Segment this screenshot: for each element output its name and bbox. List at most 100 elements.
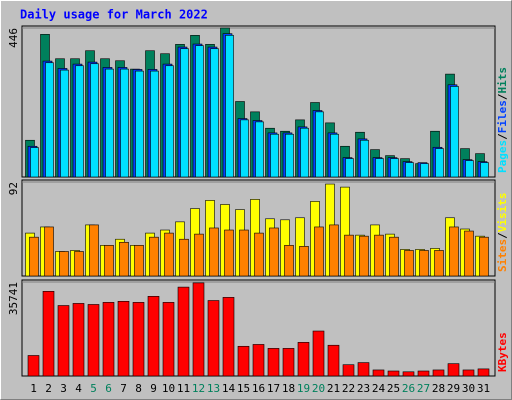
x-tick-label: 20 <box>312 382 325 395</box>
bar <box>165 65 174 178</box>
x-tick-label: 25 <box>387 382 400 395</box>
bar <box>162 302 175 377</box>
x-tick-label: 27 <box>417 382 430 395</box>
x-tick-label: 18 <box>282 382 295 395</box>
bar <box>299 246 309 277</box>
bar <box>417 370 430 377</box>
bar <box>180 48 189 178</box>
x-tick-label: 6 <box>105 382 112 395</box>
bar <box>74 251 84 277</box>
bar <box>420 163 429 178</box>
chart-title: Daily usage for March 2022 <box>20 8 208 22</box>
y-tick-label: 35741 <box>7 282 20 315</box>
x-tick-label: 3 <box>60 382 67 395</box>
legend-separator: / <box>496 93 509 100</box>
bar <box>390 158 399 178</box>
legend: KBytes <box>496 332 509 372</box>
bar <box>464 230 474 277</box>
bar <box>269 227 279 277</box>
bar <box>29 236 39 277</box>
bar <box>222 297 235 377</box>
bar <box>104 245 114 277</box>
bar <box>117 301 130 377</box>
x-tick-label: 8 <box>135 382 142 395</box>
bar <box>462 369 475 377</box>
bar <box>285 133 294 178</box>
x-tick-label: 31 <box>477 382 490 395</box>
bar <box>59 251 69 277</box>
bar <box>149 236 159 277</box>
x-tick-label: 2 <box>45 382 52 395</box>
bar <box>372 369 385 377</box>
bar <box>60 69 69 178</box>
bar <box>150 70 159 178</box>
bar <box>284 245 294 277</box>
bar <box>357 362 370 377</box>
bar <box>330 133 339 178</box>
x-tick-label: 22 <box>342 382 355 395</box>
x-tick-label: 29 <box>447 382 460 395</box>
bar <box>342 364 355 377</box>
legend: Pages/Files/Hits <box>496 67 509 173</box>
bar <box>450 86 459 178</box>
x-tick-label: 21 <box>327 382 340 395</box>
bar <box>329 224 339 277</box>
bar <box>210 48 219 178</box>
bar <box>120 68 129 178</box>
bar <box>177 286 190 377</box>
x-tick-label: 19 <box>297 382 310 395</box>
bar <box>449 226 459 277</box>
x-tick-label: 17 <box>267 382 280 395</box>
bar <box>374 234 384 277</box>
legend-entry: Pages <box>496 140 509 173</box>
bar <box>195 45 204 178</box>
legend-entry: Sites <box>496 239 509 272</box>
x-tick-label: 24 <box>372 382 386 395</box>
bar <box>254 232 264 277</box>
bar <box>419 250 429 277</box>
bar <box>327 344 340 377</box>
bar <box>480 162 489 178</box>
bar <box>389 236 399 277</box>
bar <box>30 147 39 178</box>
bar <box>297 342 310 377</box>
legend-entry: Files <box>496 100 509 133</box>
bar <box>252 344 265 377</box>
bar <box>89 224 99 277</box>
bar <box>147 296 160 377</box>
bar <box>267 348 280 377</box>
x-tick-label: 11 <box>177 382 190 395</box>
bar <box>119 241 129 277</box>
legend-entry: Visits <box>496 193 509 233</box>
bar <box>300 127 309 178</box>
bar <box>387 370 400 377</box>
bar <box>179 238 189 277</box>
legend-separator: / <box>496 232 509 239</box>
x-tick-label: 23 <box>357 382 370 395</box>
bar <box>375 158 384 178</box>
legend-entry: Hits <box>496 67 509 94</box>
legend: Sites/Visits <box>496 193 509 273</box>
bar <box>479 236 489 277</box>
y-tick-label: 92 <box>7 182 20 195</box>
x-tick-label: 15 <box>237 382 250 395</box>
bar <box>240 119 249 178</box>
bar <box>225 35 234 178</box>
bar <box>477 368 490 377</box>
bar <box>465 160 474 178</box>
bar <box>404 250 414 277</box>
x-tick-label: 30 <box>462 382 475 395</box>
bar <box>42 291 55 377</box>
bar <box>402 371 415 377</box>
x-tick-label: 28 <box>432 382 445 395</box>
bar <box>132 302 145 377</box>
bar <box>405 162 414 178</box>
bar <box>345 158 354 178</box>
bar <box>255 121 264 178</box>
bar <box>237 345 250 377</box>
bar <box>75 65 84 178</box>
bar <box>314 226 324 277</box>
